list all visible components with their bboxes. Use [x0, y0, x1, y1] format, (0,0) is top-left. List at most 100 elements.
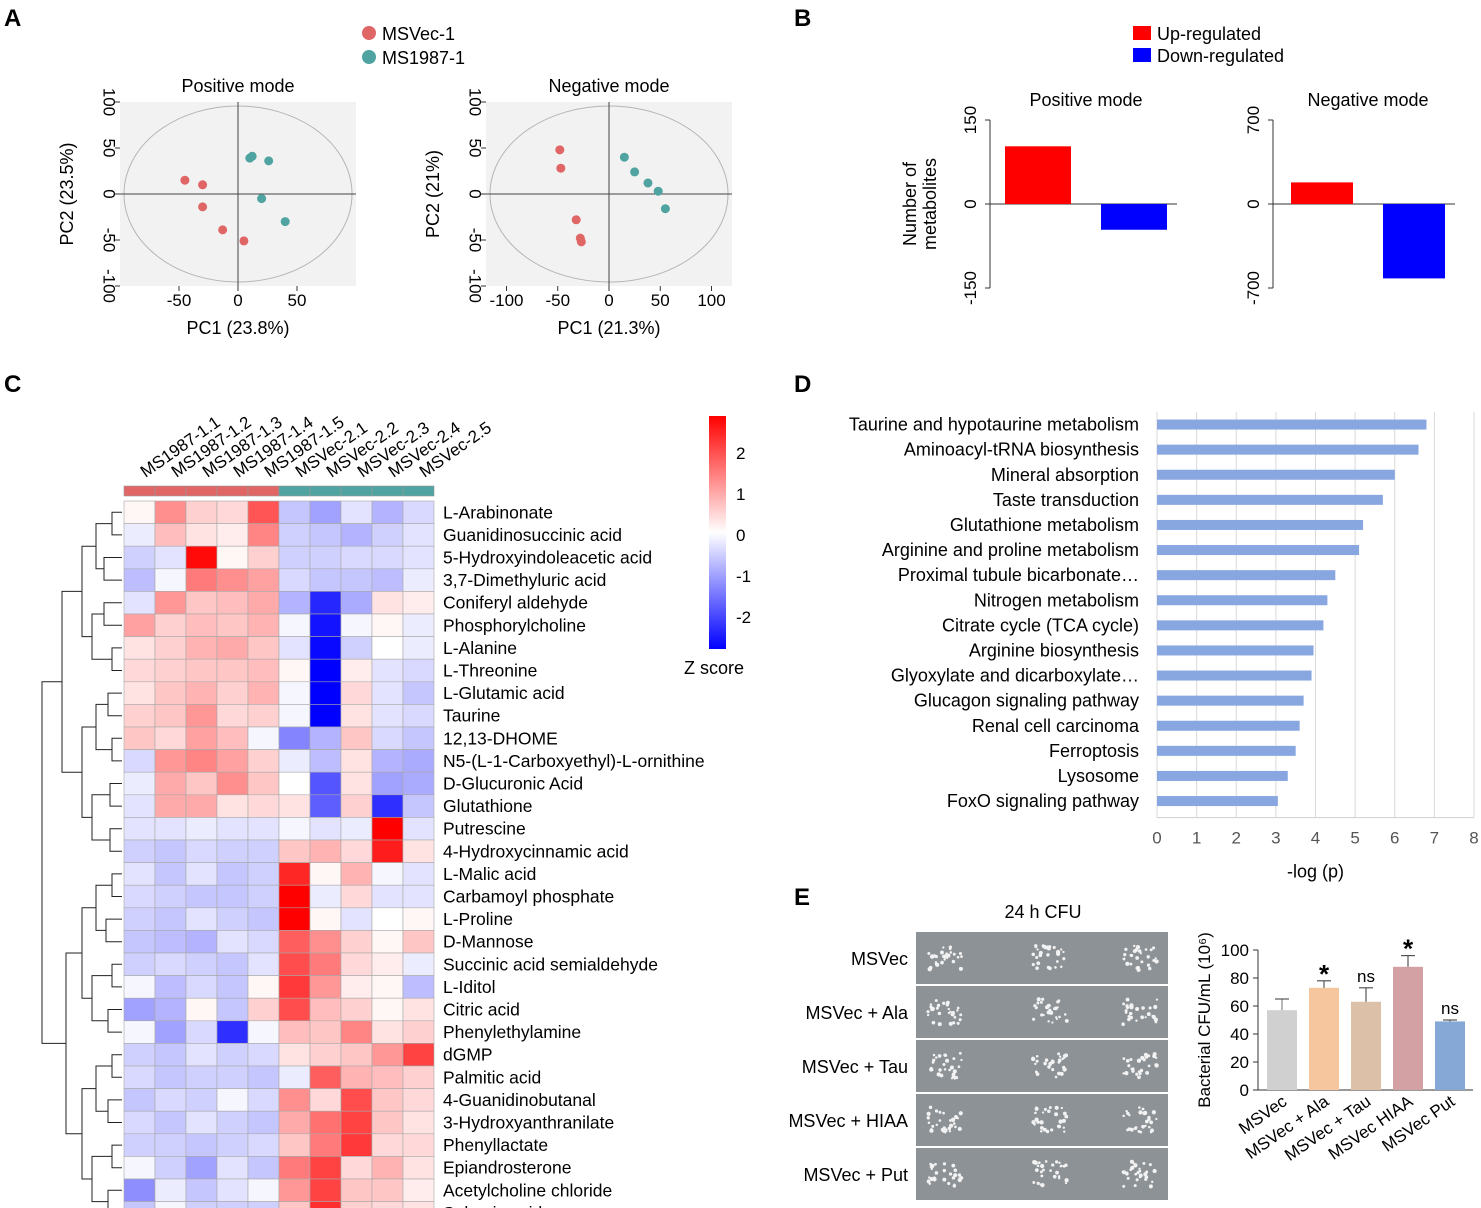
colony — [1135, 1072, 1139, 1076]
y-tick-label: -50 — [100, 228, 119, 253]
heatmap-cell — [123, 930, 156, 954]
significance-label: * — [1403, 934, 1414, 964]
pathway-label: Aminoacyl-tRNA biosynthesis — [904, 440, 1139, 460]
heatmap-cell — [123, 1110, 156, 1135]
colony — [1034, 1062, 1037, 1066]
heatmap-cell — [371, 500, 404, 524]
scatter-point-msvec — [198, 202, 208, 212]
colony — [951, 1176, 956, 1180]
heatmap-cell — [185, 997, 218, 1022]
heatmap-cell — [278, 704, 311, 728]
heatmap-cell — [123, 568, 156, 592]
row-label: 4-Hydroxycinnamic acid — [443, 841, 629, 861]
colony — [959, 1013, 963, 1017]
heatmap-cell — [371, 1088, 404, 1112]
dendrogram-branch — [95, 1065, 112, 1112]
heatmap-cell — [154, 568, 187, 592]
colony — [1144, 1175, 1149, 1180]
colony — [1064, 1181, 1068, 1185]
scatter-point-msvec — [218, 225, 228, 235]
heatmap-cell — [154, 1156, 187, 1180]
heatmap-cell — [247, 975, 280, 999]
heatmap-cell — [123, 771, 156, 796]
scatter-point-msvec — [198, 180, 208, 190]
colony — [932, 1058, 936, 1062]
colony — [958, 1111, 963, 1116]
x-tick-label: 8 — [1469, 829, 1478, 848]
row-label: L-Alanine — [443, 638, 517, 658]
heatmap-cell — [154, 591, 187, 615]
cfu-bar — [1393, 966, 1423, 1090]
colony — [948, 1068, 951, 1072]
heatmap-cell — [340, 884, 373, 909]
colony — [1148, 1184, 1153, 1189]
colony — [1132, 949, 1137, 954]
colony — [1138, 1110, 1143, 1115]
dendrogram-branch — [91, 1155, 112, 1203]
heatmap-cell — [309, 817, 342, 841]
colony — [938, 1110, 942, 1114]
heatmap-cell — [371, 1043, 404, 1067]
heatmap-cell — [247, 771, 280, 796]
row-label: Citric acid — [443, 1000, 520, 1020]
heatmap-cell — [185, 1201, 218, 1208]
heatmap-cell — [185, 907, 218, 931]
x-tick-label: -50 — [167, 291, 192, 310]
dendrogram-branch — [81, 726, 96, 818]
colony — [1052, 1174, 1057, 1179]
heatmap-cell — [216, 1178, 249, 1202]
y-tick-label: 0 — [100, 189, 119, 198]
colony — [1133, 1126, 1138, 1131]
row-label: L-Threonine — [443, 661, 537, 681]
colony — [1135, 1019, 1138, 1022]
colony — [954, 1125, 957, 1129]
heatmap-cell — [247, 523, 280, 547]
heatmap-cell — [309, 907, 342, 931]
heatmap-cell — [123, 862, 156, 886]
y-tick-label: 0 — [961, 199, 980, 208]
heatmap-cell — [278, 658, 311, 683]
colony — [1122, 1114, 1125, 1118]
colony — [1046, 953, 1050, 957]
plate-row-label: MSVec — [851, 949, 908, 969]
heatmap-cell — [123, 952, 156, 976]
heatmap-cell — [154, 1043, 187, 1067]
colony — [926, 1013, 930, 1017]
heatmap-cell — [402, 930, 435, 954]
heatmap-cell — [340, 862, 373, 886]
colony — [1122, 1002, 1126, 1006]
heatmap-cell — [278, 975, 311, 999]
colony — [1152, 1054, 1157, 1059]
legend-swatch-down — [1133, 48, 1151, 62]
colony — [1142, 1058, 1146, 1062]
colony — [1042, 1168, 1045, 1172]
heatmap-cell — [278, 613, 311, 637]
heatmap-cell — [340, 1110, 373, 1135]
colony — [960, 955, 963, 958]
y-tick-label: 20 — [1230, 1053, 1249, 1072]
heatmap-cell — [216, 613, 249, 637]
colony — [1051, 1021, 1054, 1024]
heatmap-cell — [278, 1043, 311, 1067]
colony — [1035, 955, 1039, 959]
heatmap-cell — [309, 568, 342, 592]
colony — [1148, 1125, 1151, 1129]
row-label: Coniferyl aldehyde — [443, 593, 588, 613]
pathway-label: FoxO signaling pathway — [947, 791, 1139, 811]
row-label: D-Glucuronic Acid — [443, 774, 583, 794]
colony — [1048, 1106, 1052, 1110]
colony — [1043, 1107, 1047, 1111]
heatmap-cell — [185, 613, 218, 637]
heatmap-cell — [247, 613, 280, 637]
group-annotation-cell — [154, 485, 187, 497]
colony — [1034, 1111, 1037, 1115]
heatmap-cell — [340, 1156, 373, 1180]
heatmap-cell — [371, 658, 404, 683]
heatmap-cell — [340, 658, 373, 683]
pathway-bar — [1157, 720, 1300, 731]
colony — [1138, 1059, 1141, 1062]
heatmap-cell — [185, 749, 218, 773]
colony — [929, 1005, 933, 1009]
y-axis-label: Number ofmetabolites — [900, 158, 940, 250]
